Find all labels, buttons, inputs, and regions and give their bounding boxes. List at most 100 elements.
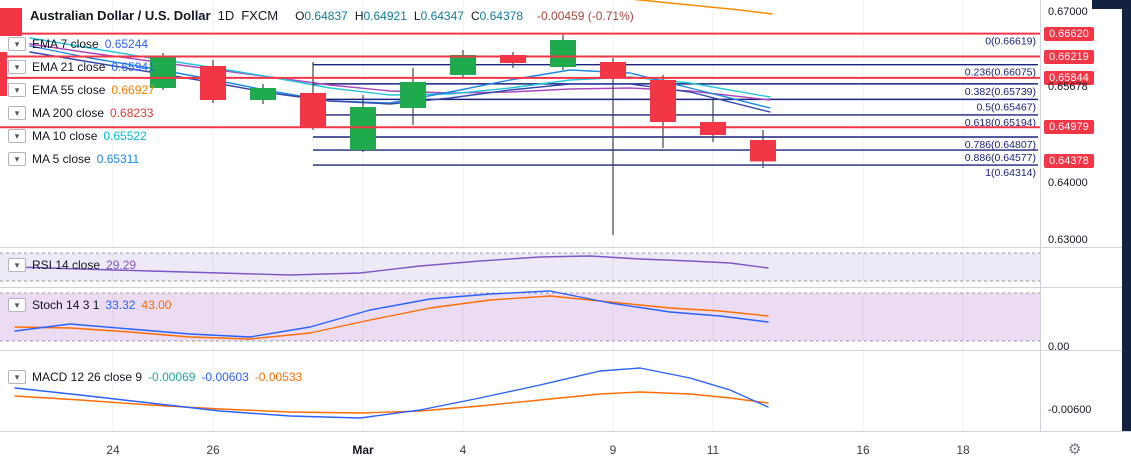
candle-body[interactable] (750, 140, 776, 162)
change-value: -0.00459 (-0.71%) (537, 8, 634, 23)
time-axis[interactable]: 24 26 Mar 4 9 11 16 18 ⚙ (0, 431, 1131, 470)
chart-canvas[interactable]: 0(0.66619) 0.236(0.66075) 0.382(0.65739) 0.… (0, 0, 1040, 431)
candle-body[interactable] (200, 65, 226, 101)
high-value: 0.64921 (363, 8, 407, 23)
symbol-name[interactable]: Australian Dollar / U.S. Dollar (30, 8, 211, 23)
indicator-label: Stoch 14 3 1 (32, 298, 100, 312)
low-value: 0.64347 (420, 8, 464, 23)
indicator-value: 0.66927 (111, 83, 155, 97)
candle-body[interactable] (600, 61, 626, 79)
indicator-label: MACD 12 26 close 9 (32, 370, 143, 384)
interval-label[interactable]: 1D (217, 8, 235, 23)
indicator-value: 0.65244 (104, 37, 149, 51)
exchange-label: FXCM (241, 8, 279, 23)
legend-ma200[interactable]: ▾ MA 200 close 0.68233 (8, 105, 153, 121)
chevron-down-icon[interactable]: ▾ (8, 129, 26, 143)
price-axis-label: 0.65678 (1048, 81, 1088, 94)
time-axis-label: 9 (609, 443, 617, 457)
high-key: H (354, 8, 364, 23)
fib-level-label: 0(0.66619) (985, 36, 1036, 48)
price-axis[interactable]: 0.67000 0.66620 0.66219 0.65844 0.65678 0.649… (1040, 0, 1122, 431)
indicator-label: RSI 14 close (32, 258, 101, 272)
chevron-down-icon[interactable]: ▾ (8, 83, 26, 97)
time-axis-label: 11 (706, 443, 720, 457)
price-level-badge: 0.66219 (1044, 49, 1094, 64)
fib-level-label: 1(0.64314) (985, 167, 1036, 179)
candle-body[interactable] (300, 92, 326, 128)
ema55-line (632, 0, 773, 15)
fib-level-label: 0.786(0.64807) (965, 139, 1036, 151)
chevron-down-icon[interactable]: ▾ (8, 152, 26, 166)
panel-divider[interactable] (0, 350, 1122, 351)
candle-body[interactable] (150, 56, 176, 88)
time-axis-label: 4 (459, 443, 467, 457)
chevron-down-icon[interactable]: ▾ (8, 37, 26, 51)
open-key: O (295, 8, 305, 23)
indicator-value: 0.68233 (110, 106, 154, 120)
fib-level-label: 0.886(0.64577) (965, 152, 1036, 164)
low-key: L (413, 8, 421, 23)
legend-macd[interactable]: ▾ MACD 12 26 close 9 -0.00069 -0.00603 -… (8, 369, 302, 385)
legend-ema55[interactable]: ▾ EMA 55 close 0.66927 (8, 82, 155, 98)
indicator-value: 0.65522 (103, 129, 147, 143)
candle-body[interactable] (350, 107, 376, 150)
macd-line (14, 367, 769, 419)
chevron-down-icon[interactable]: ▾ (8, 60, 26, 74)
chevron-down-icon[interactable]: ▾ (8, 106, 26, 120)
legend-rsi[interactable]: ▾ RSI 14 close 29.29 (8, 257, 136, 273)
time-axis-label: 24 (106, 443, 120, 457)
indicator-label: MA 5 close (32, 152, 91, 166)
right-corner-panel (1092, 0, 1131, 9)
legend-ma10[interactable]: ▾ MA 10 close 0.65522 (8, 128, 147, 144)
left-toolbar-icon[interactable] (0, 8, 22, 36)
stoch-d-line (14, 295, 769, 340)
macd-line-value: -0.00603 (201, 370, 249, 384)
right-edge-panel (1122, 0, 1131, 431)
legend-ma5[interactable]: ▾ MA 5 close 0.65311 (8, 151, 139, 167)
candle-body[interactable] (700, 122, 726, 136)
chevron-down-icon[interactable]: ▾ (8, 370, 26, 384)
rsi-band (0, 253, 1040, 281)
legend-ema7[interactable]: ▾ EMA 7 close 0.65244 (8, 36, 148, 52)
candle-body[interactable] (400, 81, 426, 108)
price-axis-label: 0.64000 (1048, 177, 1088, 189)
ohlc-readout: O 0.64837 H 0.64921 L 0.64347 C 0.64378 (295, 9, 530, 23)
stoch-k-value: 33.32 (105, 298, 136, 312)
price-axis-label: 0.63000 (1048, 234, 1088, 246)
close-key: C (470, 8, 480, 23)
legend-stoch[interactable]: ▾ Stoch 14 3 1 33.32 43.00 (8, 297, 171, 313)
chevron-down-icon[interactable]: ▾ (8, 298, 26, 312)
price-axis-label: -0.00600 (1048, 404, 1092, 416)
price-level-badge: 0.65844 (1044, 70, 1094, 85)
gear-icon[interactable]: ⚙ (1068, 441, 1082, 458)
price-axis-label: 0.67000 (1048, 6, 1088, 18)
candle-body[interactable] (500, 54, 526, 64)
indicator-label: EMA 7 close (32, 37, 99, 51)
time-axis-label: 26 (206, 443, 220, 457)
stoch-d-value: 43.00 (141, 298, 172, 312)
price-axis-label: 0.00 (1048, 341, 1070, 353)
indicator-label: MA 10 close (32, 129, 98, 143)
panel-divider[interactable] (0, 247, 1122, 248)
price-level-badge: 0.64378 (1044, 154, 1094, 169)
open-value: 0.64837 (304, 8, 348, 23)
fib-level-label: 0.5(0.65467) (976, 101, 1036, 113)
chevron-down-icon[interactable]: ▾ (8, 258, 26, 272)
close-value: 0.64378 (479, 8, 524, 23)
fib-level-label: 0.382(0.65739) (965, 86, 1036, 98)
macd-hist-value: -0.00069 (148, 370, 196, 384)
price-level-badge: 0.66620 (1044, 26, 1094, 41)
indicator-label: EMA 21 close (32, 60, 106, 74)
stoch-k-line (14, 290, 769, 338)
legend-ema21[interactable]: ▾ EMA 21 close 0.65941 (8, 59, 155, 75)
macd-signal-value: -0.00533 (254, 370, 303, 384)
candle-body[interactable] (650, 80, 676, 123)
candle-body[interactable] (450, 54, 476, 75)
panel-divider[interactable] (0, 287, 1122, 288)
candle-body[interactable] (550, 39, 576, 68)
candle-body[interactable] (250, 87, 276, 101)
time-axis-label: Mar (352, 443, 374, 457)
symbol-header: Australian Dollar / U.S. Dollar 1D FXCM … (30, 8, 634, 23)
price-level-badge: 0.64979 (1044, 120, 1094, 135)
